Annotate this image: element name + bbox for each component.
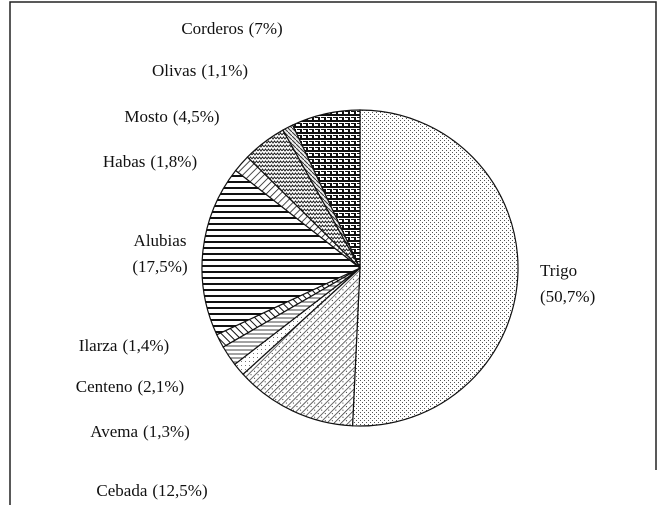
pie-slice [351,109,519,427]
category-name: Ilarza [79,336,118,355]
slice-label: Ilarza (1,4%) [79,336,169,355]
value-label: (1,1%) [201,61,248,80]
slice-label: Habas (1,8%) [103,152,197,171]
category-name: Habas [103,152,145,171]
slice-label: Olivas (1,1%) [152,61,248,80]
value-label: (12,5%) [152,481,207,500]
slice-label: Trigo (50,7%) [540,261,595,306]
pie-slice [201,169,362,336]
labels: Trigo (50,7%) Cebada (12,5%) Avema (1,3%) Cent… [76,19,595,500]
pie-slice [242,266,361,427]
category-name: Centeno [76,377,133,396]
pie [201,109,519,427]
value-label: (1,3%) [143,422,190,441]
frame [9,1,657,505]
value-label: (4,5%) [173,107,220,126]
slice-label: Centeno (2,1%) [76,377,184,396]
category-name: Mosto [124,107,167,126]
value-label: (7%) [249,19,283,38]
pie-slice [291,109,361,269]
category-name: Trigo [540,261,577,280]
slice-label: Mosto (4,5%) [124,107,219,126]
value-label: (1,4%) [122,336,169,355]
category-name: Avema [90,422,138,441]
slice-label: Alubias (17,5%) [132,231,187,276]
value-label: (2,1%) [137,377,184,396]
slice-label: Cebada (12,5%) [96,481,207,500]
slice-label: Avema (1,3%) [90,422,190,441]
slice-label: Corderos (7%) [181,19,282,38]
value-label: (17,5%) [132,257,187,276]
category-name: Cebada [96,481,147,500]
category-name: Alubias [134,231,187,250]
value-label: (50,7%) [540,287,595,306]
category-name: Olivas [152,61,196,80]
value-label: (1,8%) [150,152,197,171]
category-name: Corderos [181,19,243,38]
